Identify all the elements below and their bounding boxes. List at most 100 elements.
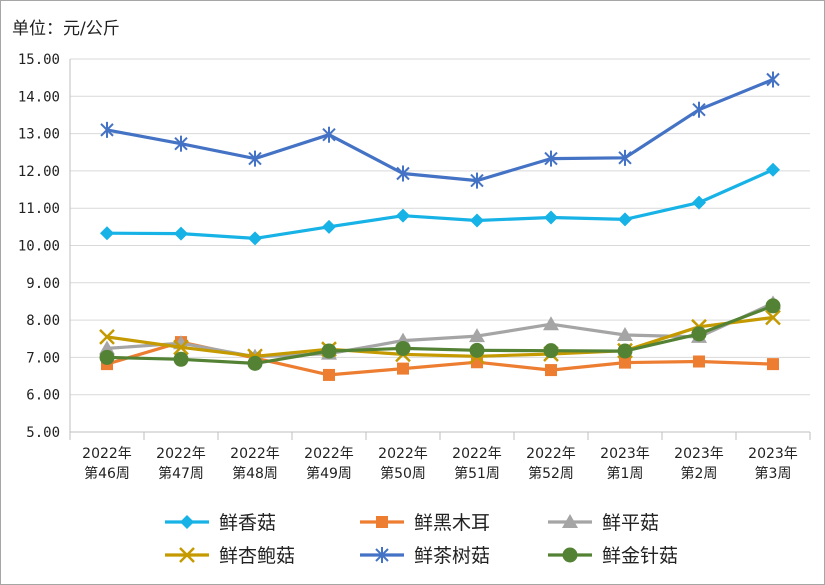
- data-point: [693, 355, 705, 368]
- data-point: [544, 210, 558, 225]
- x-tick-label: 2022年: [304, 446, 354, 462]
- legend-label: 鲜茶树菇: [414, 545, 490, 567]
- data-point: [248, 231, 262, 246]
- x-tick-label: 2022年: [156, 446, 206, 462]
- data-point: [99, 329, 115, 345]
- x-tick-label: 第48周: [232, 465, 278, 482]
- data-point: [321, 343, 337, 359]
- data-point: [543, 343, 559, 359]
- x-tick-label: 第47周: [158, 465, 204, 482]
- data-point: [766, 71, 780, 88]
- x-tick-label: 第2周: [681, 465, 718, 482]
- data-point: [100, 226, 114, 241]
- legend-label: 鲜黑木耳: [414, 512, 490, 534]
- data-point: [766, 162, 780, 177]
- data-point: [173, 351, 189, 367]
- legend-marker: [180, 515, 194, 529]
- legend-marker: [562, 547, 578, 563]
- legend-marker: [375, 547, 389, 563]
- x-tick-label: 第51周: [454, 465, 500, 482]
- data-point: [765, 298, 781, 314]
- series-line: [106, 304, 774, 365]
- data-point: [765, 309, 781, 326]
- y-tick-label: 8.00: [26, 313, 60, 329]
- data-point: [100, 121, 114, 138]
- legend-item: 鲜平菇: [548, 512, 659, 534]
- data-point: [617, 343, 633, 359]
- legend-item: 鲜金针菇: [548, 545, 678, 567]
- x-tick-label: 2022年: [452, 446, 502, 462]
- data-point: [247, 355, 263, 371]
- data-point: [767, 358, 779, 371]
- series-line: [106, 78, 774, 183]
- x-tick-label: 2023年: [674, 446, 724, 462]
- legend-marker: [376, 516, 388, 528]
- data-point: [99, 349, 115, 365]
- data-point: [692, 195, 706, 210]
- series-5: [100, 71, 780, 189]
- legend-label: 鲜香菇: [219, 512, 276, 534]
- x-tick-label: 2023年: [748, 446, 798, 462]
- series-1: [100, 162, 780, 246]
- data-point: [99, 340, 115, 355]
- data-point: [470, 172, 484, 189]
- legend-label: 鲜平菇: [602, 512, 659, 534]
- y-tick-label: 9.00: [26, 276, 60, 292]
- legend-item: 鲜茶树菇: [360, 545, 490, 567]
- legend-item: 鲜黑木耳: [360, 512, 490, 534]
- y-tick-label: 13.00: [18, 127, 60, 143]
- data-point: [470, 213, 484, 228]
- y-tick-label: 5.00: [26, 425, 60, 441]
- y-tick-label: 14.00: [18, 89, 60, 105]
- legend-item: 鲜香菇: [165, 512, 276, 534]
- data-point: [396, 165, 410, 182]
- data-point: [619, 356, 631, 369]
- data-point: [174, 135, 188, 152]
- x-tick-label: 2022年: [230, 446, 280, 462]
- y-tick-label: 11.00: [18, 201, 60, 217]
- x-tick-label: 第3周: [755, 465, 792, 482]
- data-point: [397, 362, 409, 375]
- legend-marker: [179, 547, 195, 563]
- data-point: [248, 150, 262, 167]
- x-tick-label: 第1周: [607, 465, 644, 482]
- series-line: [106, 168, 774, 240]
- x-tick-label: 第52周: [528, 465, 574, 482]
- unit-label: 单位：元/公斤: [12, 19, 120, 39]
- data-point: [322, 126, 336, 143]
- y-tick-label: 7.00: [26, 350, 60, 366]
- data-point: [395, 340, 411, 356]
- x-tick-label: 第50周: [380, 465, 426, 482]
- data-point: [618, 149, 632, 166]
- x-tick-label: 第46周: [84, 465, 130, 482]
- legend-item: 鲜杏鲍菇: [165, 545, 295, 567]
- data-point: [545, 364, 557, 377]
- data-point: [322, 219, 336, 234]
- x-tick-label: 第49周: [306, 465, 352, 482]
- series-line: [106, 301, 774, 359]
- data-point: [396, 208, 410, 223]
- data-point: [691, 326, 707, 342]
- x-tick-label: 2022年: [526, 446, 576, 462]
- data-point: [174, 226, 188, 241]
- legend-label: 鲜金针菇: [602, 545, 678, 567]
- data-point: [543, 316, 559, 331]
- x-tick-label: 2023年: [600, 446, 650, 462]
- data-point: [323, 368, 335, 381]
- x-tick-label: 2022年: [378, 446, 428, 462]
- y-tick-label: 6.00: [26, 388, 60, 404]
- legend-label: 鲜杏鲍菇: [219, 545, 295, 567]
- y-tick-label: 15.00: [18, 52, 60, 68]
- data-point: [471, 356, 483, 369]
- series-3: [99, 295, 781, 363]
- data-point: [692, 101, 706, 118]
- x-tick-label: 2022年: [82, 446, 132, 462]
- data-point: [618, 212, 632, 227]
- data-point: [544, 150, 558, 167]
- series-line: [106, 315, 774, 358]
- series-6: [99, 298, 781, 371]
- data-point: [469, 342, 485, 358]
- legend-marker: [562, 514, 578, 528]
- y-tick-label: 10.00: [18, 239, 60, 255]
